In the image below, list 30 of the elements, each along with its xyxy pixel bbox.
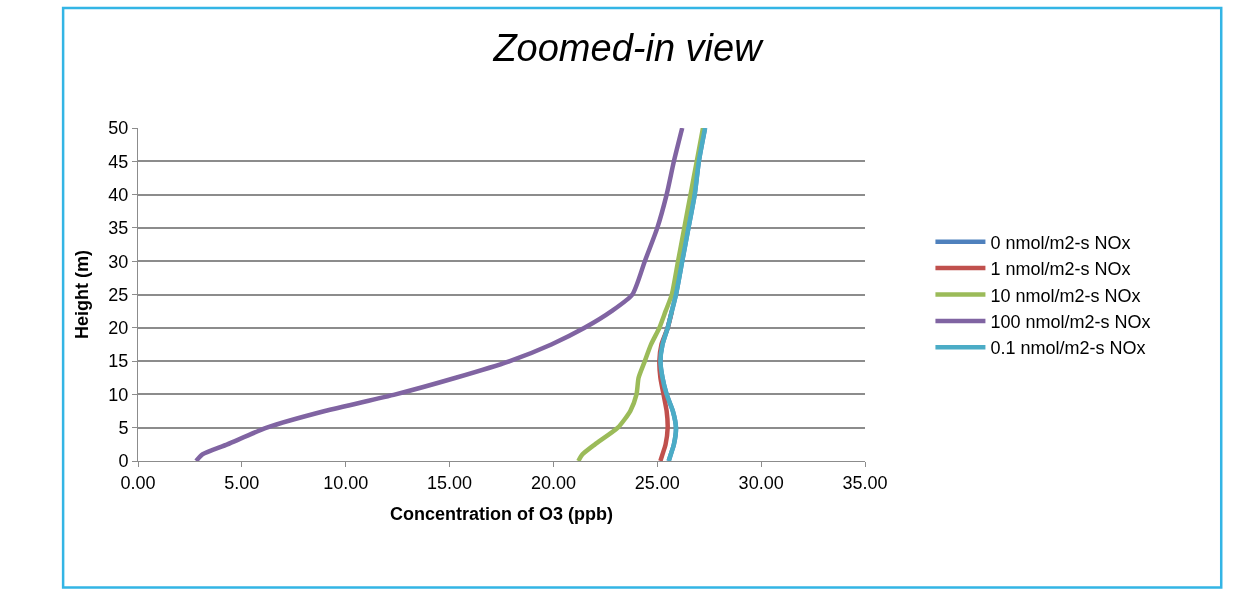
y-tick-label: 0 bbox=[118, 451, 129, 472]
legend-label: 1 nmol/m2-s NOx bbox=[990, 259, 1131, 280]
legend-label: 10 nmol/m2-s NOx bbox=[990, 285, 1141, 306]
x-tick-label: 35.00 bbox=[842, 472, 888, 493]
y-tick-label: 50 bbox=[108, 118, 129, 139]
y-axis-title: Height (m) bbox=[71, 250, 92, 339]
x-tick-label: 30.00 bbox=[738, 472, 784, 493]
x-tick-label: 15.00 bbox=[427, 472, 473, 493]
y-tick-label: 25 bbox=[108, 284, 129, 305]
line-series bbox=[193, 128, 685, 461]
y-tick-label: 10 bbox=[108, 384, 129, 405]
line-series bbox=[658, 128, 708, 461]
legend-label: 100 nmol/m2-s NOx bbox=[990, 311, 1151, 332]
y-tick-label: 20 bbox=[108, 318, 129, 339]
chart-title: Zoomed-in view bbox=[492, 26, 765, 69]
legend-label: 0.1 nmol/m2-s NOx bbox=[990, 338, 1146, 359]
y-tick-label: 15 bbox=[108, 351, 129, 372]
line-series bbox=[576, 128, 706, 461]
x-tick-label: 5.00 bbox=[224, 472, 260, 493]
x-tick-label: 20.00 bbox=[530, 472, 576, 493]
x-tick-label: 0.00 bbox=[120, 472, 156, 493]
legend-label: 0 nmol/m2-s NOx bbox=[990, 232, 1131, 253]
y-tick-label: 30 bbox=[108, 251, 129, 272]
y-tick-label: 35 bbox=[108, 218, 129, 239]
y-tick-label: 5 bbox=[118, 418, 129, 438]
x-axis-title: Concentration of O3 (ppb) bbox=[390, 503, 613, 524]
x-tick-label: 10.00 bbox=[323, 472, 369, 493]
y-tick-label: 45 bbox=[108, 151, 129, 172]
x-tick-label: 25.00 bbox=[634, 472, 680, 493]
y-tick-label: 40 bbox=[108, 184, 129, 205]
